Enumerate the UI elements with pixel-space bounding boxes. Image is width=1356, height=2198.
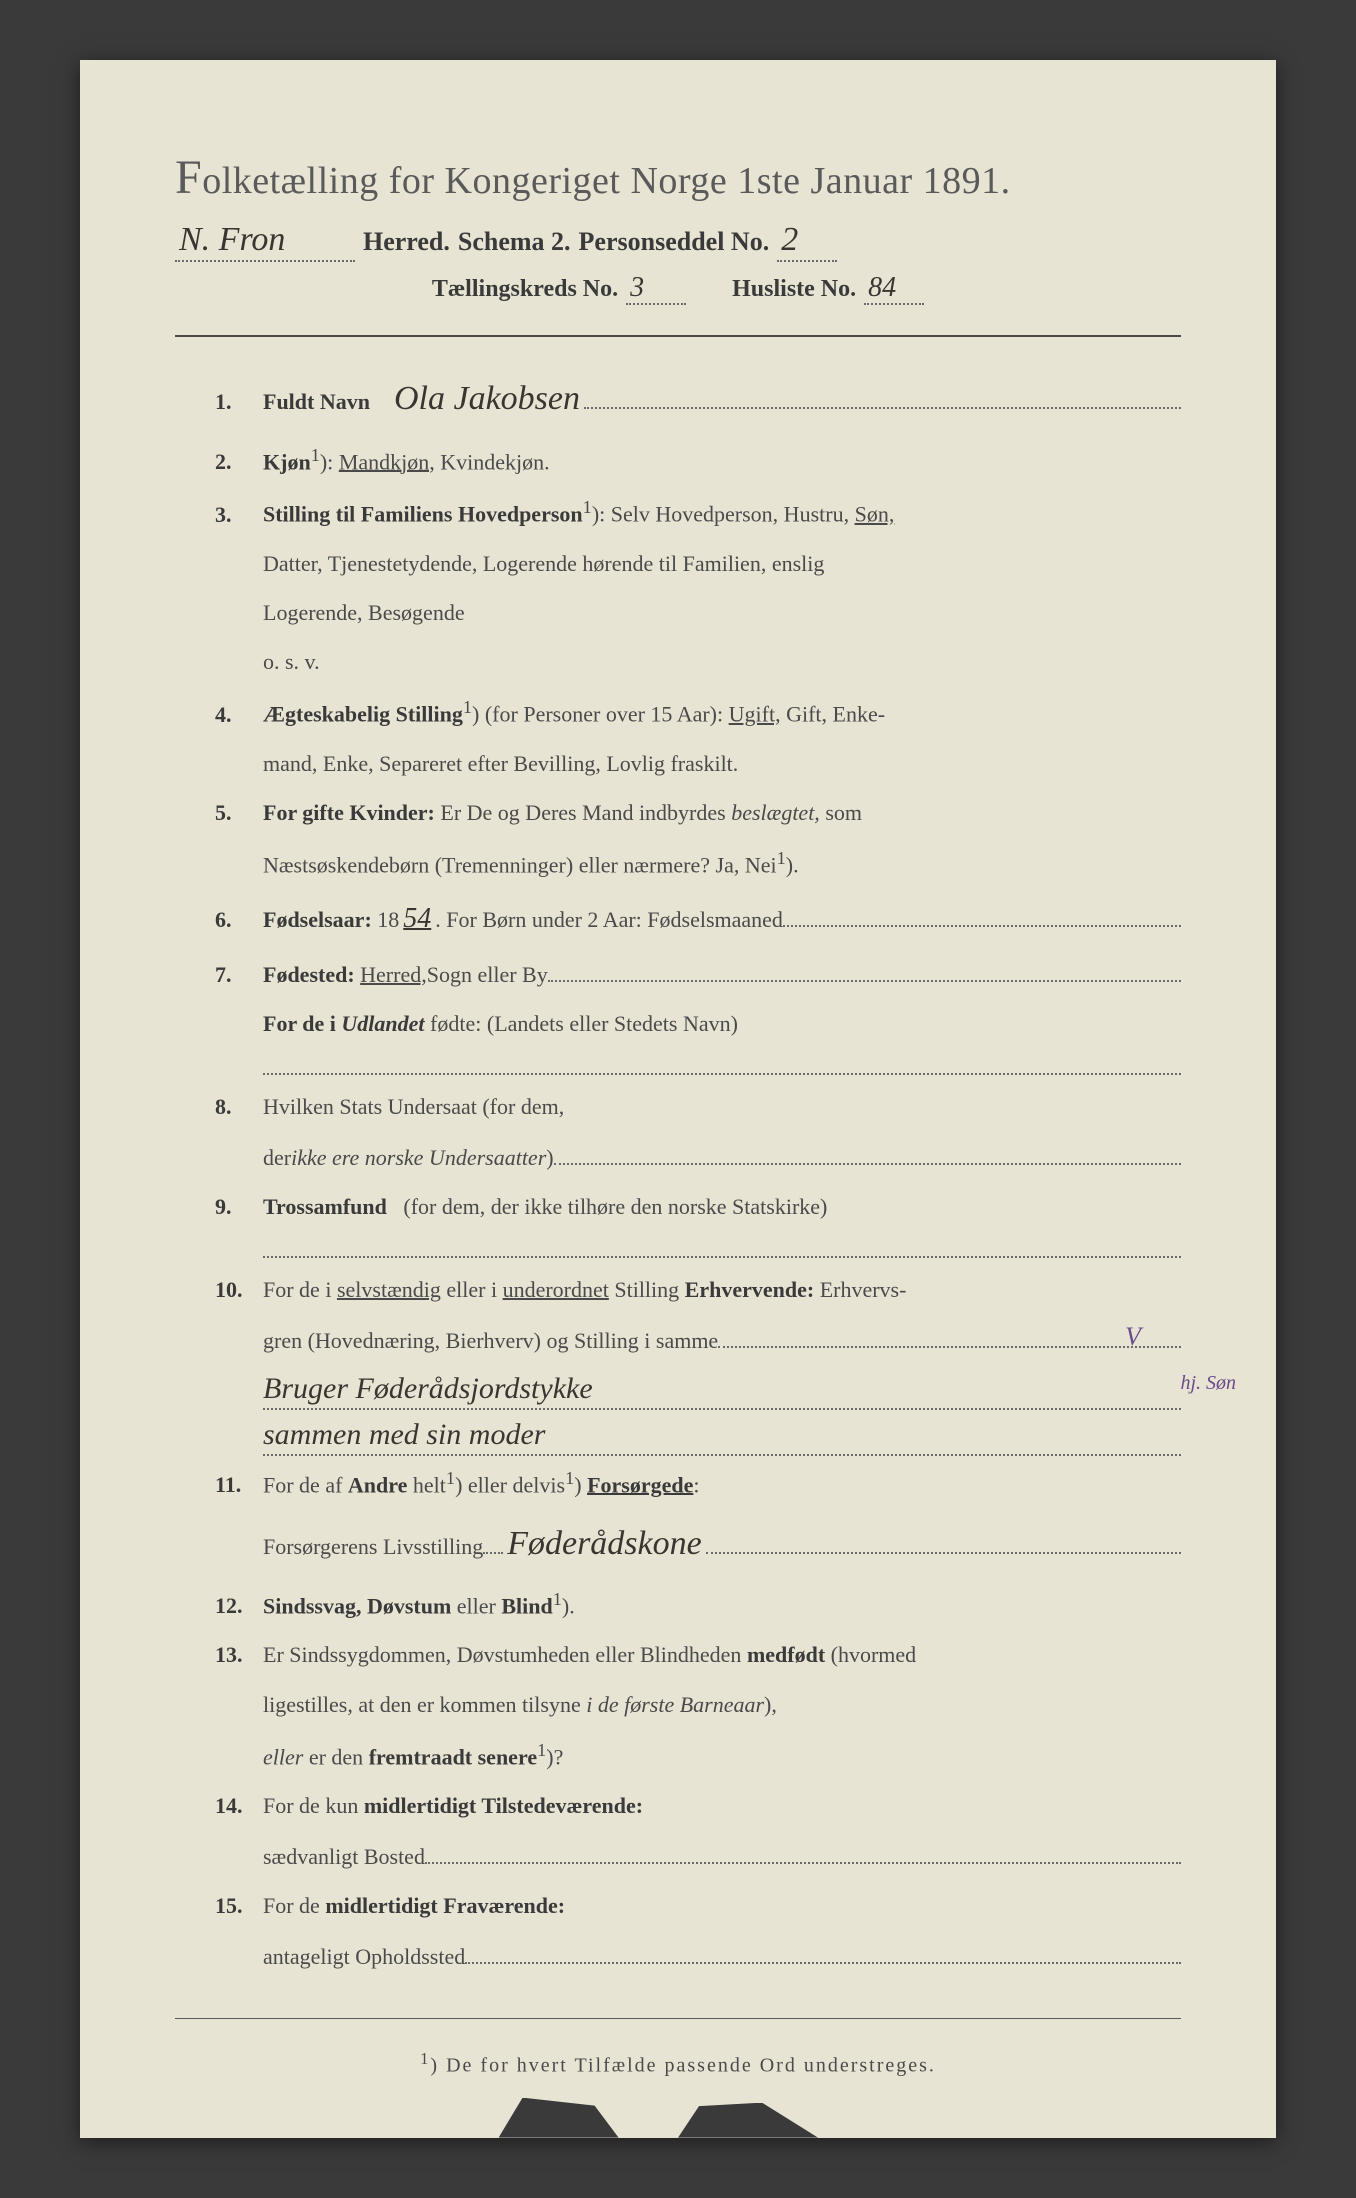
- row-11-supported: 11. For de af Andre helt1) eller delvis1…: [215, 1464, 1181, 1503]
- margin-note-hj: hj. Søn: [1180, 1372, 1236, 1395]
- kreds-label: Tællingskreds No.: [432, 276, 618, 303]
- row-3-cont1: Datter, Tjenestetydende, Logerende høren…: [215, 546, 1181, 581]
- position-selected: Søn,: [855, 502, 895, 527]
- row-8-citizenship: 8. Hvilken Stats Undersaat (for dem,: [215, 1089, 1181, 1124]
- row-15-temp-absent: 15. For de midlertidigt Fraværende:: [215, 1888, 1181, 1923]
- row-8-cont: der ikke ere norske Undersaatter): [215, 1139, 1181, 1176]
- row-13-cont1: ligestilles, at den er kommen tilsyne i …: [215, 1687, 1181, 1722]
- row-9-religion: 9. Trossamfund (for dem, der ikke tilhør…: [215, 1189, 1181, 1224]
- header-divider: [175, 335, 1181, 337]
- row-6-birthyear: 6. Fødselsaar: 1854 . For Børn under 2 A…: [215, 897, 1181, 942]
- marital-selected: Ugift,: [729, 702, 781, 727]
- birthyear-value: 54: [399, 897, 435, 942]
- occupation-value-2: sammen med sin moder: [263, 1418, 1181, 1456]
- census-document: Folketælling for Kongeriget Norge 1ste J…: [80, 60, 1276, 2138]
- row-3-position: 3. Stilling til Familiens Hovedperson1):…: [215, 493, 1181, 532]
- birthplace-selected: Herred,: [360, 957, 427, 992]
- row-2-sex: 2. Kjøn1): Mandkjøn, Kvindekjøn.: [215, 441, 1181, 480]
- schema-label: Schema 2.: [458, 227, 571, 257]
- kreds-no: 3: [626, 272, 686, 306]
- footer-divider: [175, 2018, 1181, 2019]
- row-12-disability: 12. Sindssvag, Døvstum eller Blind1).: [215, 1585, 1181, 1624]
- row-7-cont: For de i Udlandet fødte: (Landets eller …: [215, 1006, 1181, 1041]
- form-body: 1. Fuldt Navn Ola Jakobsen 2. Kjøn1): Ma…: [175, 372, 1181, 1988]
- husliste-label: Husliste No.: [732, 276, 856, 303]
- row-13-cont2: eller er den fremtraadt senere1)?: [215, 1736, 1181, 1775]
- row-5-cont: Næstsøskendebørn (Tremenninger) eller næ…: [215, 844, 1181, 883]
- occupation-value-1: Bruger Føderådsjordstykke hj. Søn: [263, 1372, 1181, 1410]
- sex-selected: Mandkjøn,: [339, 449, 435, 474]
- personseddel-label: Personseddel No.: [579, 227, 770, 257]
- supporter-value: Føderådskone: [503, 1517, 706, 1571]
- margin-note-v: V: [1125, 1316, 1141, 1358]
- row-10-occupation: 10. For de i selvstændig eller i underor…: [215, 1272, 1181, 1307]
- row-14-temp-present: 14. For de kun midlertidigt Tilstedevære…: [215, 1788, 1181, 1823]
- row-13-disability-origin: 13. Er Sindssygdommen, Døvstumheden elle…: [215, 1637, 1181, 1672]
- row-4-cont: mand, Enke, Separeret efter Bevilling, L…: [215, 746, 1181, 781]
- row-3-cont2: Logerende, Besøgende: [215, 595, 1181, 630]
- row-5-married-women: 5. For gifte Kvinder: Er De og Deres Man…: [215, 795, 1181, 830]
- main-title: Folketælling for Kongeriget Norge 1ste J…: [175, 150, 1181, 205]
- row-15-cont: antageligt Opholdssted: [215, 1937, 1181, 1974]
- kreds-line: Tællingskreds No. 3 Husliste No. 84: [175, 272, 1181, 306]
- name-value: Ola Jakobsen: [390, 372, 584, 426]
- row-4-marital: 4. Ægteskabelig Stilling1) (for Personer…: [215, 693, 1181, 732]
- document-header: Folketælling for Kongeriget Norge 1ste J…: [175, 150, 1181, 305]
- row-10-cont: gren (Hovednæring, Bierhverv) og Stillin…: [215, 1321, 1181, 1358]
- husliste-no: 84: [864, 272, 924, 306]
- herred-label: Herred.: [363, 227, 450, 257]
- herred-value: N. Fron: [175, 221, 355, 262]
- personseddel-no: 2: [777, 221, 837, 262]
- row-14-cont: sædvanligt Bosted: [215, 1838, 1181, 1875]
- row-7-birthplace: 7. Fødested: Herred, Sogn eller By: [215, 956, 1181, 993]
- row-3-cont3: o. s. v.: [215, 644, 1181, 679]
- herred-line: N. Fron Herred. Schema 2. Personseddel N…: [175, 221, 1181, 262]
- row-11-cont: Forsørgerens Livsstilling Føderådskone: [215, 1517, 1181, 1571]
- row-1-name: 1. Fuldt Navn Ola Jakobsen: [215, 372, 1181, 426]
- footnote: 1) De for hvert Tilfælde passende Ord un…: [175, 2049, 1181, 2078]
